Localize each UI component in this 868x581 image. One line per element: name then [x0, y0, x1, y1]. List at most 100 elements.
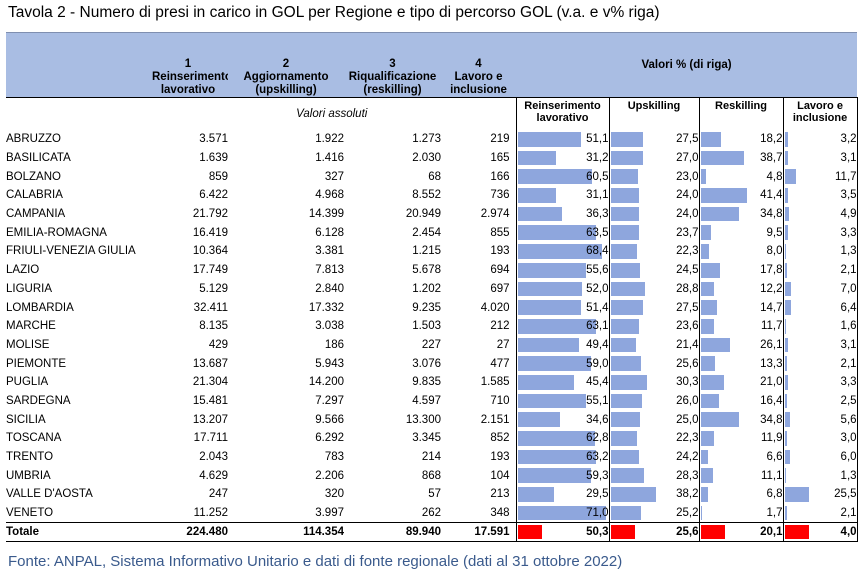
pct-value: 29,5 [586, 488, 609, 501]
pct-value-cell: 41,4 [698, 186, 783, 205]
pct-value-cell: 6,0 [782, 447, 858, 467]
col-label: Lavoro e inclusione [450, 71, 507, 96]
abs-value-cell: 213 [490, 488, 510, 501]
pct-value: 23,0 [676, 170, 699, 183]
pct-value: 4,9 [840, 208, 857, 221]
table-row: PUGLIA 21.304 14.200 9.835 1.585 45,4 30,3 21,0… [6, 372, 858, 392]
data-bar [517, 244, 603, 259]
abs-value-cell: 429 [208, 338, 228, 351]
data-bar [700, 206, 740, 222]
pct-value-cell: 2,1 [782, 260, 858, 280]
pct-value-cell: 13,3 [698, 354, 783, 373]
data-bar [700, 505, 703, 521]
pct-value: 1,3 [840, 469, 857, 482]
abs-value-cell: 5.943 [315, 357, 344, 370]
col-label: Aggiornamento (upskilling) [243, 71, 329, 96]
pct-value: 3,3 [840, 376, 857, 389]
pct-value: 4,8 [766, 170, 783, 183]
table-title: Tavola 2 - Numero di presi in carico in … [8, 4, 660, 21]
data-bar [784, 337, 788, 353]
data-bar [517, 225, 597, 241]
data-bar [784, 281, 792, 297]
data-bar [517, 525, 542, 540]
pct-value-cell: 38,2 [608, 485, 699, 504]
data-bar [784, 150, 788, 166]
abs-value-cell: 262 [421, 507, 441, 520]
data-bar [517, 356, 591, 371]
abs-value-cell: 2.840 [315, 282, 344, 295]
region-cell: MARCHE [6, 320, 56, 333]
pct-value-cell: 34,8 [698, 204, 783, 224]
pct-value: 26,1 [760, 338, 783, 351]
abs-value-cell: 2.151 [480, 413, 510, 426]
pct-value-cell: 4,8 [698, 167, 783, 187]
pct-value: 63,2 [586, 451, 609, 464]
data-bar [784, 300, 791, 315]
col-num: 1 [184, 58, 192, 70]
pct-value-cell: 52,0 [515, 279, 609, 299]
region-cell: VENETO [6, 507, 54, 520]
col-label: Reinserimento lavorativo [152, 71, 228, 96]
data-bar [610, 281, 645, 297]
data-bar [784, 374, 788, 390]
pct-value-cell: 3,2 [782, 130, 858, 149]
data-bar [610, 169, 639, 185]
table-row: CAMPANIA 21.792 14.399 20.949 2.974 36,3 24,0 3… [6, 204, 858, 224]
abs-value-cell: 4.020 [480, 301, 510, 314]
data-bar [700, 412, 740, 427]
pct-value-cell: 34,8 [698, 410, 783, 429]
col-reinserimento-header: 1 Reinserimento lavorativo [148, 32, 228, 98]
data-bar [610, 374, 647, 390]
data-bar [700, 449, 708, 465]
data-bar [610, 318, 639, 334]
abs-value-cell: 27 [496, 338, 510, 351]
abs-value-cell: 104 [490, 469, 510, 482]
abs-value-cell: 8.552 [412, 189, 441, 202]
pct-value-cell: 25,6 [608, 522, 699, 543]
abs-value-cell: 3.076 [412, 357, 441, 370]
pct-value: 1,6 [840, 320, 857, 333]
pct-value-cell: 60,5 [515, 167, 609, 187]
pct-value-cell: 1,3 [782, 466, 858, 486]
abs-value-cell: 193 [490, 245, 510, 258]
region-cell: SARDEGNA [6, 394, 71, 407]
pct-value-cell: 31,2 [515, 148, 609, 168]
pct-value-cell: 25,2 [608, 503, 699, 523]
pct-value: 38,2 [676, 488, 699, 501]
pct-value-cell: 34,6 [515, 410, 609, 429]
data-bar [700, 525, 725, 540]
abs-value-cell: 7.813 [315, 264, 344, 277]
abs-value-cell: 224.480 [148, 522, 228, 543]
region-cell: ABRUZZO [6, 133, 61, 146]
pct-value-cell: 29,5 [515, 485, 609, 504]
abs-value-cell: 166 [490, 170, 510, 183]
data-bar [700, 318, 714, 334]
data-bar [517, 337, 579, 353]
pct-value-cell: 5,6 [782, 410, 858, 429]
pct-value: 14,7 [760, 301, 783, 314]
data-bar [700, 281, 715, 297]
pct-value: 63,1 [586, 320, 609, 333]
pct-value: 13,3 [760, 357, 783, 370]
pct-value-cell: 6,4 [782, 298, 858, 317]
pct-value-cell: 4,0 [782, 522, 858, 543]
abs-value-cell: 21.304 [192, 376, 228, 389]
abs-value-cell: 320 [324, 488, 344, 501]
pct-value: 71,0 [586, 507, 609, 520]
pct-value: 51,1 [586, 133, 609, 146]
pct-value: 6,4 [840, 301, 857, 314]
data-bar [610, 412, 641, 427]
abs-value-cell: 10.364 [192, 245, 228, 258]
abs-value-cell: 855 [490, 226, 510, 239]
data-bar [700, 150, 744, 166]
pct-value: 51,4 [586, 301, 609, 314]
pct-value: 1,3 [840, 245, 857, 258]
pct-value-cell: 24,0 [608, 186, 699, 205]
abs-value-cell: 694 [490, 264, 510, 277]
pct-value-cell: 18,2 [698, 130, 783, 149]
pct-value-cell: 3,0 [782, 429, 858, 448]
data-bar [784, 468, 786, 484]
pct-value-cell: 25,5 [782, 485, 858, 504]
pct-value: 8,0 [766, 245, 783, 258]
table-body: ABRUZZO 3.571 1.922 1.273 219 51,1 27,5 18,2 3,2… [6, 130, 858, 543]
